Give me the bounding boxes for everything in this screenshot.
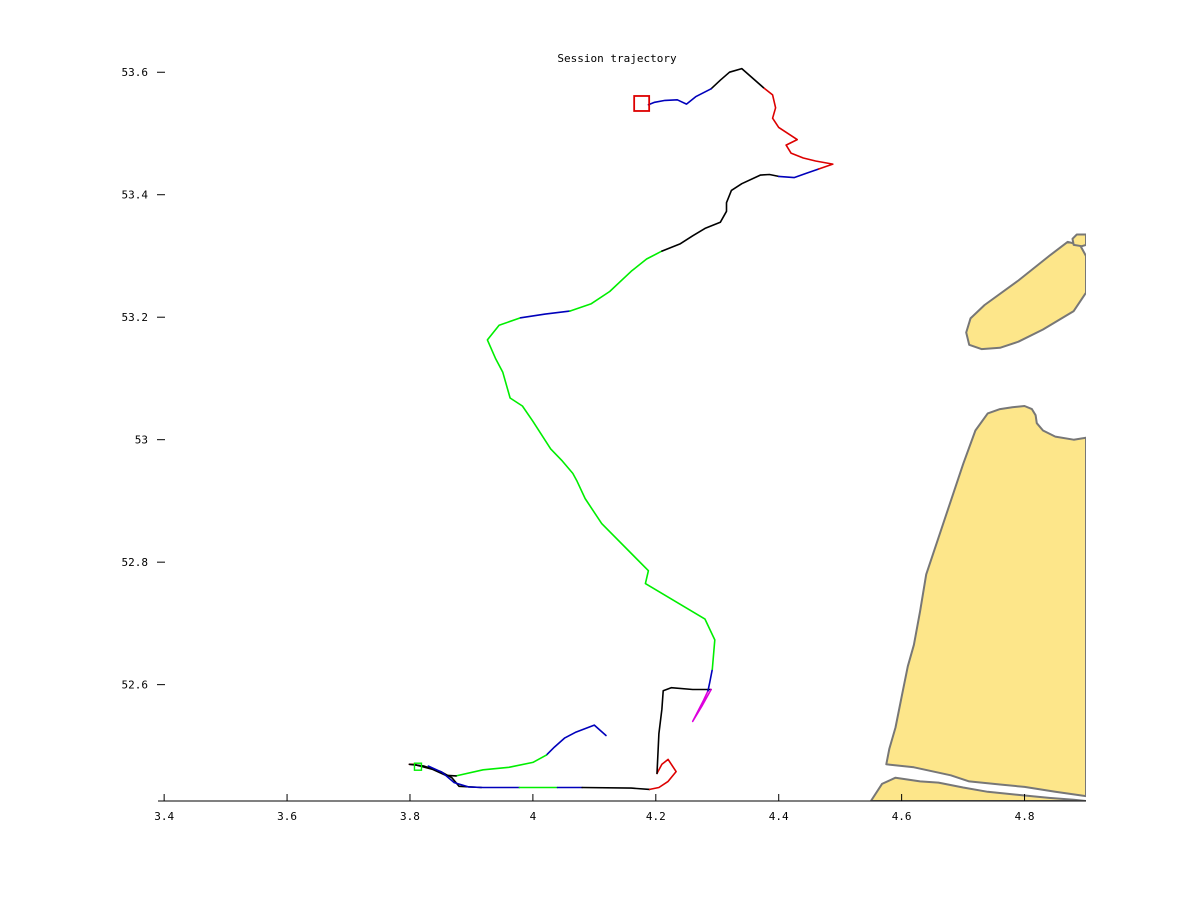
- trajectory-series: [408, 67, 834, 791]
- trajectory-segment-15: [568, 250, 663, 312]
- trajectory-segment-0: [545, 724, 607, 756]
- trajectory-segment-16: [661, 173, 780, 252]
- x-tick-label: 4.8: [1015, 810, 1035, 823]
- axes: 3.4 3.6 3.8 4 4.2 4.4 4.6 4.8 52.6 52.8 53 53.2 53.4…: [122, 66, 1086, 823]
- x-tick-label: 4: [530, 810, 537, 823]
- trajectory-segment-10: [656, 686, 712, 775]
- trajectory-segment-13: [486, 316, 716, 671]
- trajectory-markers: [413, 95, 651, 771]
- trajectory-segment-19: [710, 67, 765, 90]
- y-tick-label: 53.4: [122, 189, 149, 202]
- green-square-marker: [413, 762, 423, 771]
- trajectory-segment-1: [455, 754, 548, 777]
- trajectory-segment-11: [691, 688, 712, 723]
- land-area-1: [885, 405, 1086, 798]
- x-tick-label: 3.8: [400, 810, 420, 823]
- trajectory-segment-18: [762, 86, 834, 170]
- land-layer: [869, 233, 1086, 801]
- trajectory-segment-12: [707, 668, 714, 692]
- trajectory-segment-9: [648, 758, 677, 791]
- trajectory-segment-17: [777, 168, 820, 179]
- x-tick-label: 4.2: [646, 810, 666, 823]
- trajectory-segment-8: [581, 786, 651, 791]
- chart-title: Session trajectory: [557, 52, 677, 65]
- trajectory-segment-14: [519, 310, 571, 319]
- y-tick-label: 52.8: [122, 556, 149, 569]
- y-tick-label: 53.6: [122, 66, 149, 79]
- trajectory-segment-5: [427, 765, 521, 789]
- y-tick-label: 53.2: [122, 311, 149, 324]
- trajectory-segment-20: [647, 88, 712, 106]
- y-tick-label: 52.6: [122, 679, 149, 692]
- land-area-3: [1071, 233, 1086, 248]
- x-tick-label: 3.4: [154, 810, 174, 823]
- y-tick-label: 53: [135, 434, 148, 447]
- land-area-0: [869, 776, 1086, 801]
- x-tick-label: 4.6: [892, 810, 912, 823]
- x-tick-label: 3.6: [277, 810, 297, 823]
- x-tick-label: 4.4: [769, 810, 789, 823]
- red-square-marker: [633, 95, 651, 112]
- land-area-2: [965, 240, 1086, 351]
